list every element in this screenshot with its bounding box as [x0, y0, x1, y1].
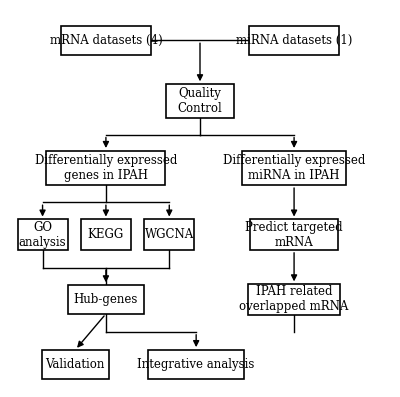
FancyBboxPatch shape	[18, 220, 68, 250]
Text: IPAH related
overlapped mRNA: IPAH related overlapped mRNA	[239, 285, 349, 314]
Text: Hub-genes: Hub-genes	[74, 293, 138, 306]
Text: Integrative analysis: Integrative analysis	[138, 358, 255, 371]
FancyBboxPatch shape	[248, 284, 340, 315]
FancyBboxPatch shape	[42, 350, 109, 379]
FancyBboxPatch shape	[242, 151, 346, 185]
FancyBboxPatch shape	[144, 220, 194, 250]
Text: Quality
Control: Quality Control	[178, 87, 222, 115]
Text: GO
analysis: GO analysis	[19, 221, 66, 249]
FancyBboxPatch shape	[81, 220, 131, 250]
Text: Differentially expressed
miRNA in IPAH: Differentially expressed miRNA in IPAH	[223, 154, 365, 182]
Text: WGCNA: WGCNA	[145, 228, 194, 241]
FancyBboxPatch shape	[250, 220, 338, 250]
FancyBboxPatch shape	[166, 84, 234, 118]
Text: KEGG: KEGG	[88, 228, 124, 241]
Text: Validation: Validation	[46, 358, 105, 371]
FancyBboxPatch shape	[148, 350, 244, 379]
Text: miRNA datasets (1): miRNA datasets (1)	[236, 34, 352, 47]
Text: Differentially expressed
genes in IPAH: Differentially expressed genes in IPAH	[35, 154, 177, 182]
FancyBboxPatch shape	[61, 26, 151, 55]
Text: mRNA datasets (4): mRNA datasets (4)	[50, 34, 162, 47]
FancyBboxPatch shape	[46, 151, 166, 185]
FancyBboxPatch shape	[68, 285, 144, 314]
FancyBboxPatch shape	[249, 26, 339, 55]
Text: Predict targeted
mRNA: Predict targeted mRNA	[245, 221, 343, 249]
